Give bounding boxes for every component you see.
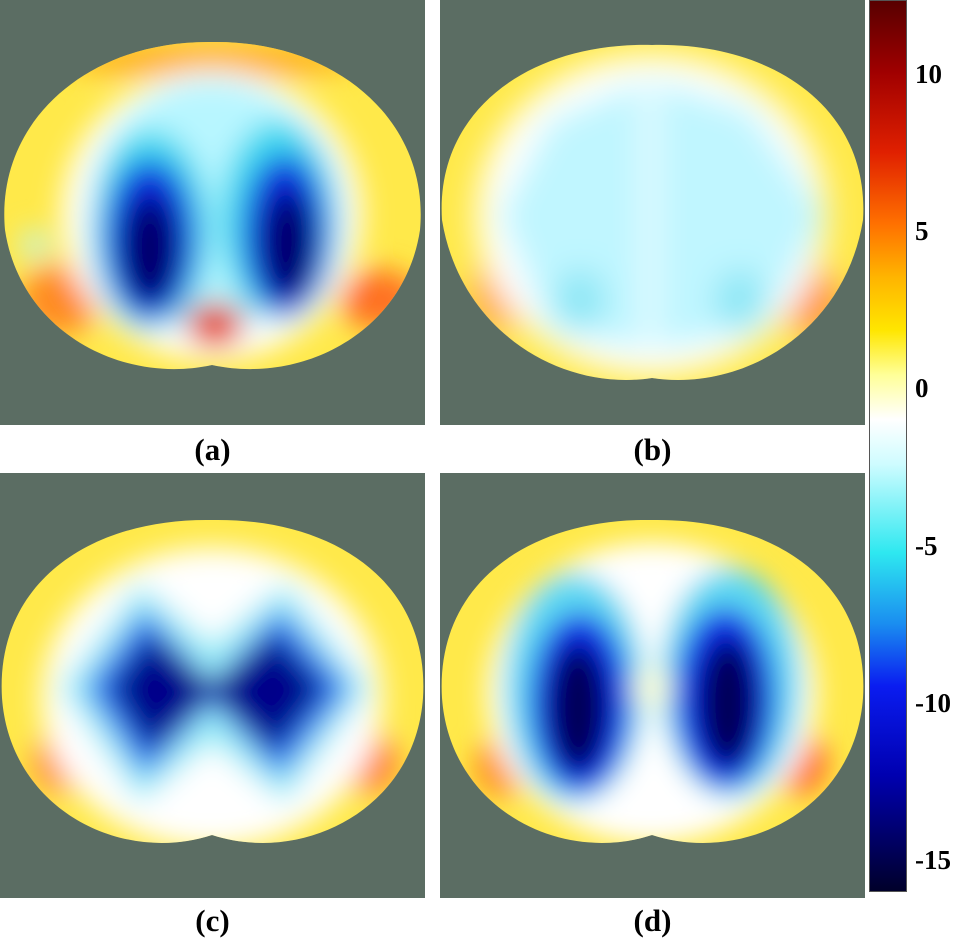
panel-c-label: (c) [195, 903, 230, 938]
colorbar [869, 0, 907, 892]
colorbar-tick-label: 5 [915, 216, 929, 246]
colorbar-tick-label: -15 [915, 845, 951, 875]
colorbar-tick-label: 0 [915, 373, 929, 403]
panel-a-heatmap [0, 0, 425, 425]
panel-d-heatmap [440, 473, 865, 898]
colorbar-tick-label: -10 [915, 688, 951, 718]
colorbar-tick-label: -5 [915, 531, 938, 561]
panel-b-label: (b) [633, 432, 672, 467]
colorbar-tick-label: 10 [915, 59, 942, 89]
panel-a-label: (a) [194, 432, 231, 467]
panel-c-heatmap [0, 473, 425, 898]
panel-d-label: (d) [633, 903, 672, 938]
panel-b-heatmap [440, 0, 865, 425]
